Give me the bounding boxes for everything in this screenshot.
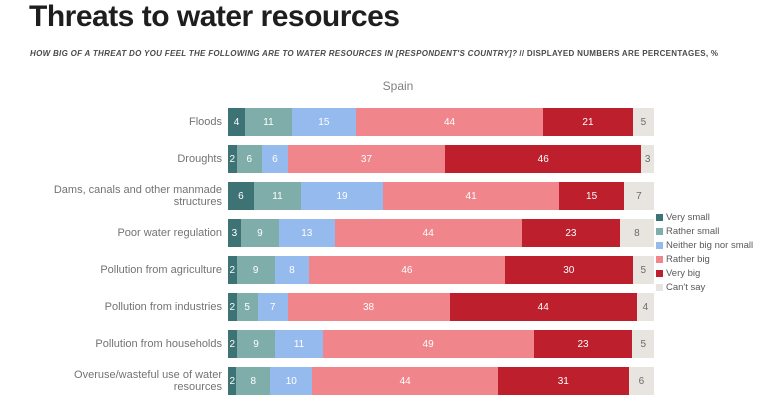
bar-row-overuse-wasteful-use-of-water-resources: Overuse/wasteful use of water resources 2… — [28, 367, 654, 395]
bar-segment-very-big: 31 — [497, 367, 629, 395]
bar-row-pollution-from-industries: Pollution from industries 2 5 7 38 44 4 — [28, 293, 654, 321]
legend-label: Rather small — [666, 225, 720, 237]
legend-item-very-big: Very big — [656, 266, 753, 280]
legend-swatch-icon — [656, 255, 663, 263]
stacked-bar: 2 9 11 49 23 5 — [228, 330, 654, 358]
survey-question: HOW BIG OF A THREAT DO YOU FEEL THE FOLL… — [30, 49, 735, 59]
category-label: Poor water regulation — [117, 227, 222, 239]
legend-item-rather-small: Rather small — [656, 224, 753, 238]
bar-segment-very-big: 23 — [533, 330, 633, 358]
bar-segment-very-big: 46 — [445, 145, 642, 173]
chart-group-title: Spain — [382, 79, 414, 93]
bar-segment-very-big: 23 — [521, 219, 620, 247]
bar-segment-rather-small: 6 — [236, 145, 263, 173]
chart-legend: Very small Rather small Neither big nor sm… — [656, 210, 753, 294]
bar-segment-very-big: 21 — [543, 108, 633, 136]
category-label: Pollution from households — [95, 338, 222, 350]
bar-row-dams-canals-and-other-manmade-structures: Dams, canals and other manmade structure… — [28, 182, 654, 210]
bar-segment-rather-big: 41 — [382, 182, 560, 210]
bar-segment-neither-big-nor-small: 6 — [262, 145, 288, 173]
legend-swatch-icon — [656, 213, 663, 221]
bar-segment-neither-big-nor-small: 7 — [257, 293, 288, 321]
legend-swatch-icon — [656, 269, 663, 277]
bar-segment-can-t-say: 6 — [628, 367, 654, 395]
legend-label: Very big — [666, 267, 701, 279]
bar-segment-rather-small: 9 — [236, 256, 275, 284]
legend-swatch-icon — [656, 283, 663, 291]
bar-segment-can-t-say: 5 — [632, 108, 654, 136]
bar-segment-very-small: 2 — [228, 256, 237, 284]
category-label: Pollution from agriculture — [100, 264, 222, 276]
bar-segment-rather-small: 9 — [236, 330, 276, 358]
bar-row-pollution-from-households: Pollution from households 2 9 11 49 23 5 — [28, 330, 654, 358]
legend-label: Neither big nor small — [666, 239, 754, 251]
stacked-bar: 3 9 13 44 23 8 — [228, 219, 654, 247]
bar-segment-very-big: 15 — [559, 182, 624, 210]
bar-segment-neither-big-nor-small: 15 — [291, 108, 356, 136]
bar-segment-very-big: 44 — [449, 293, 637, 321]
survey-question-note: // DISPLAYED NUMBERS ARE PERCENTAGES, % — [519, 49, 719, 58]
bar-row-droughts: Droughts 2 6 6 37 46 3 — [28, 145, 654, 173]
category-label: Droughts — [177, 153, 222, 165]
page-title: Threats to water resources — [29, 0, 400, 33]
bar-segment-rather-big: 44 — [355, 108, 544, 136]
bar-segment-rather-small: 11 — [245, 108, 292, 136]
category-label: Pollution from industries — [104, 301, 222, 313]
category-label: Dams, canals and other manmade structure… — [53, 184, 222, 208]
bar-segment-rather-big: 38 — [287, 293, 450, 321]
bar-segment-rather-big: 44 — [312, 367, 498, 395]
stacked-bar: 2 8 10 44 31 6 — [228, 367, 654, 395]
bar-segment-neither-big-nor-small: 11 — [275, 330, 323, 358]
category-label: Overuse/wasteful use of water resources — [74, 369, 222, 393]
bar-segment-rather-small: 8 — [236, 367, 271, 395]
bar-segment-neither-big-nor-small: 10 — [270, 367, 313, 395]
survey-question-text: HOW BIG OF A THREAT DO YOU FEEL THE FOLL… — [30, 49, 518, 58]
bar-segment-very-big: 30 — [504, 256, 633, 284]
category-label: Floods — [188, 116, 222, 128]
bar-segment-rather-big: 44 — [334, 219, 522, 247]
bar-segment-rather-big: 49 — [322, 330, 534, 358]
bar-row-floods: Floods 4 11 15 44 21 5 — [28, 108, 654, 136]
bar-segment-rather-small: 9 — [240, 219, 280, 247]
bar-segment-rather-big: 46 — [308, 256, 505, 284]
stacked-bar: 4 11 15 44 21 5 — [228, 108, 654, 136]
stacked-bar: 2 5 7 38 44 4 — [228, 293, 654, 321]
bar-segment-very-small: 3 — [228, 219, 241, 247]
bar-segment-very-small: 2 — [228, 293, 237, 321]
bar-segment-rather-big: 37 — [287, 145, 446, 173]
bar-segment-very-small: 2 — [228, 145, 237, 173]
bar-segment-very-small: 2 — [228, 367, 237, 395]
bar-segment-neither-big-nor-small: 13 — [279, 219, 335, 247]
legend-label: Rather big — [666, 253, 710, 265]
stacked-bar: 6 11 19 41 15 7 — [228, 182, 654, 210]
stacked-bar-chart: Floods 4 11 15 44 21 5 Droughts 2 6 6 37 46 3 Dams, ca… — [28, 108, 654, 404]
bar-segment-can-t-say: 3 — [641, 145, 654, 173]
bar-segment-can-t-say: 5 — [632, 256, 654, 284]
legend-swatch-icon — [656, 227, 663, 235]
bar-row-poor-water-regulation: Poor water regulation 3 9 13 44 23 8 — [28, 219, 654, 247]
bar-segment-can-t-say: 7 — [623, 182, 654, 210]
bar-segment-very-small: 6 — [228, 182, 254, 210]
legend-item-rather-big: Rather big — [656, 252, 753, 266]
legend-item-very-small: Very small — [656, 210, 753, 224]
bar-segment-very-small: 4 — [228, 108, 246, 136]
bar-segment-neither-big-nor-small: 19 — [301, 182, 383, 210]
bar-segment-neither-big-nor-small: 8 — [274, 256, 309, 284]
legend-swatch-icon — [656, 241, 663, 249]
legend-item-can-t-say: Can't say — [656, 280, 753, 294]
bar-segment-rather-small: 11 — [253, 182, 302, 210]
bar-segment-rather-small: 5 — [236, 293, 258, 321]
legend-label: Can't say — [666, 281, 706, 293]
stacked-bar: 2 9 8 46 30 5 — [228, 256, 654, 284]
bar-segment-can-t-say: 8 — [619, 219, 654, 247]
stacked-bar: 2 6 6 37 46 3 — [228, 145, 654, 173]
bar-segment-very-small: 2 — [228, 330, 237, 358]
bar-segment-can-t-say: 5 — [632, 330, 654, 358]
legend-label: Very small — [666, 211, 710, 223]
bar-row-pollution-from-agriculture: Pollution from agriculture 2 9 8 46 30 5 — [28, 256, 654, 284]
legend-item-neither-big-nor-small: Neither big nor small — [656, 238, 753, 252]
bar-segment-can-t-say: 4 — [636, 293, 654, 321]
